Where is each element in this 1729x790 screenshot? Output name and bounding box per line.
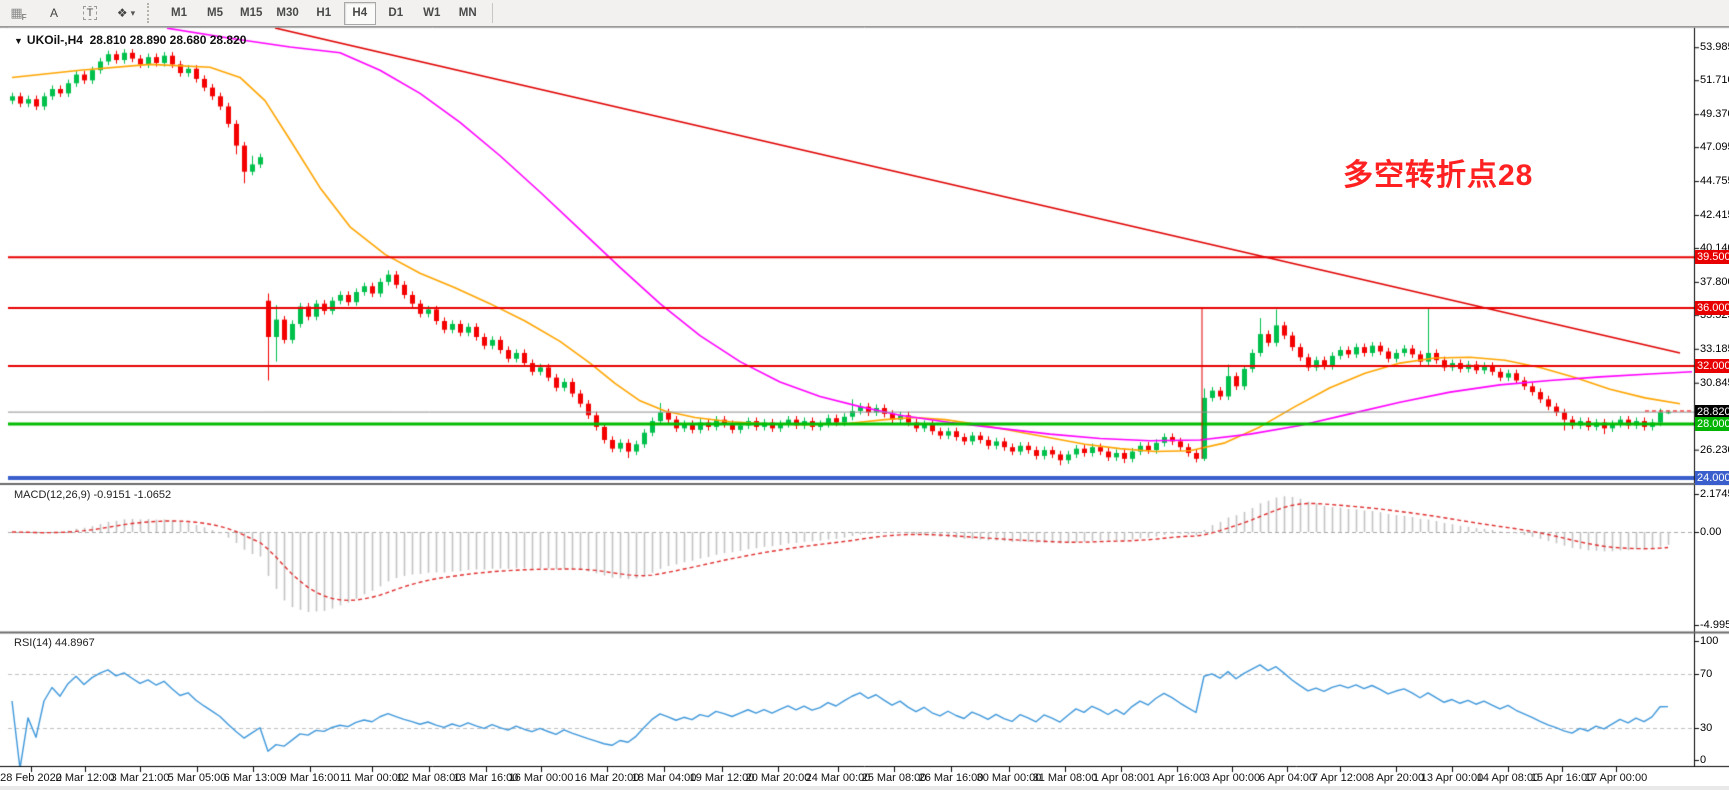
indicator-axis-tick: 2.1745 (1700, 488, 1729, 500)
time-axis-label: 1 Apr 08:00 (1092, 772, 1150, 784)
symbol-name: UKOil-,H4 (26, 33, 83, 47)
time-axis-label: 6 Apr 04:00 (1258, 772, 1316, 784)
indicator-axis-tick: 30 (1700, 722, 1713, 734)
price-axis-tick: 53.985 (1700, 41, 1729, 54)
price-tag-39.500: 39.500 (1695, 250, 1729, 265)
time-axis-label: 26 Mar 16:00 (918, 772, 984, 784)
chart-text-annotation: 多空转折点28 (1343, 159, 1534, 192)
indicator-axis-tick: 100 (1700, 635, 1719, 647)
rsi-indicator-label: RSI(14) 44.8967 (14, 637, 95, 649)
time-axis-label: 17 Apr 00:00 (1584, 772, 1648, 784)
time-axis-label: 24 Mar 00:00 (805, 772, 871, 784)
indicator-axis-tick: 0 (1700, 754, 1707, 766)
price-tag-28.000: 28.000 (1695, 417, 1729, 431)
time-axis-label: 15 Apr 16:00 (1530, 772, 1594, 784)
price-axis-tick: 51.710 (1700, 74, 1729, 87)
time-axis-label: 7 Apr 12:00 (1311, 772, 1369, 784)
indicator-axis-tick: 70 (1700, 668, 1713, 680)
price-axis-tick: 47.095 (1700, 141, 1729, 154)
ohlc-values: 28.810 28.890 28.680 28.820 (89, 33, 247, 47)
time-axis-label: 5 Mar 05:00 (167, 772, 227, 784)
price-axis-tick: 30.845 (1700, 376, 1729, 389)
time-axis-label: 2 Mar 12:00 (55, 772, 115, 784)
price-tag-24.000: 24.000 (1695, 471, 1729, 485)
time-axis-label: 16 Mar 00:00 (508, 772, 574, 784)
time-axis-label: 20 Mar 20:00 (745, 772, 811, 784)
time-axis-label: 13 Apr 00:00 (1420, 772, 1484, 784)
chart-symbol-title[interactable]: ▼ UKOil-,H4 28.810 28.890 28.680 28.820 (14, 33, 246, 47)
macd-indicator-label: MACD(12,26,9) -0.9151 -1.0652 (14, 489, 172, 501)
time-axis-label: 6 Mar 13:00 (223, 772, 283, 784)
time-axis-label: 8 Apr 20:00 (1367, 772, 1425, 784)
time-axis-label: 18 Mar 04:00 (631, 772, 697, 784)
time-axis-label: 11 Mar 00:00 (339, 772, 405, 784)
time-axis-label: 16 Mar 20:00 (574, 772, 640, 784)
time-axis-label: 28 Feb 2020 (0, 772, 62, 784)
time-axis-label: 3 Apr 00:00 (1203, 772, 1261, 784)
price-axis-tick: 33.185 (1700, 342, 1729, 355)
window-bottom-edge (0, 786, 1729, 790)
time-axis-label: 1 Apr 16:00 (1148, 772, 1206, 784)
time-axis-label: 19 Mar 12:00 (689, 772, 755, 784)
time-axis-label: 30 Mar 00:00 (976, 772, 1042, 784)
time-axis-label: 31 Mar 08:00 (1032, 772, 1098, 784)
time-axis-label: 14 Apr 08:00 (1476, 772, 1540, 784)
price-tag-28.820: 28.820 (1695, 405, 1729, 420)
time-axis-label: 3 Mar 21:00 (110, 772, 170, 784)
chevron-down-icon: ▼ (14, 36, 23, 46)
price-tag-32.000: 32.000 (1695, 359, 1729, 373)
price-tag-36.000: 36.000 (1695, 301, 1729, 315)
price-axis-tick: 37.800 (1700, 275, 1729, 288)
price-axis-tick: 49.370 (1700, 108, 1729, 121)
indicator-axis-tick: -4.9955 (1700, 619, 1729, 631)
price-axis-tick: 42.415 (1700, 208, 1729, 221)
time-axis-label: 25 Mar 08:00 (861, 772, 927, 784)
price-axis-tick: 44.755 (1700, 175, 1729, 188)
price-axis-tick: 26.230 (1700, 443, 1729, 456)
time-axis-label: 12 Mar 08:00 (396, 772, 462, 784)
indicator-axis-tick: 0.00 (1700, 526, 1722, 538)
time-axis-label: 13 Mar 16:00 (453, 772, 519, 784)
time-axis-label: 9 Mar 16:00 (280, 772, 340, 784)
